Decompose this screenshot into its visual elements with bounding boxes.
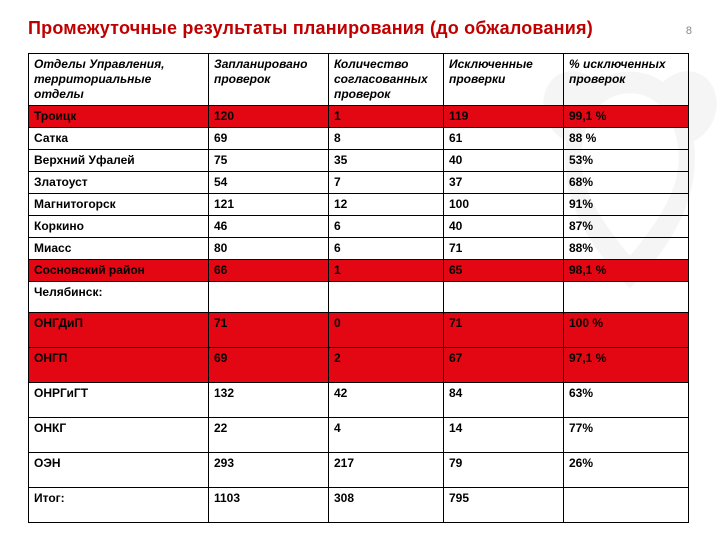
table-cell: Челябинск: bbox=[29, 282, 209, 313]
table-cell: 35 bbox=[329, 150, 444, 172]
table-cell: 119 bbox=[444, 106, 564, 128]
table-cell: 67 bbox=[444, 348, 564, 383]
table-cell: 71 bbox=[444, 313, 564, 348]
table-cell: 100 bbox=[444, 194, 564, 216]
table-cell: 217 bbox=[329, 453, 444, 488]
table-cell: 84 bbox=[444, 383, 564, 418]
table-cell: 99,1 % bbox=[564, 106, 689, 128]
table-header-row: Отделы Управления, территориальные отдел… bbox=[29, 54, 689, 106]
table-cell: ОНГП bbox=[29, 348, 209, 383]
table-cell: ОЭН bbox=[29, 453, 209, 488]
table-cell: 8 bbox=[329, 128, 444, 150]
table-cell: 6 bbox=[329, 238, 444, 260]
table-cell: 12 bbox=[329, 194, 444, 216]
table-cell: 69 bbox=[209, 348, 329, 383]
col-header: Количество согласованных проверок bbox=[329, 54, 444, 106]
table-cell: 80 bbox=[209, 238, 329, 260]
table-cell: 37 bbox=[444, 172, 564, 194]
table-cell: Магнитогорск bbox=[29, 194, 209, 216]
table-cell: 68% bbox=[564, 172, 689, 194]
table-cell: 97,1 % bbox=[564, 348, 689, 383]
table-row: ОЭН2932177926% bbox=[29, 453, 689, 488]
table-cell: Троицк bbox=[29, 106, 209, 128]
table-cell: 71 bbox=[209, 313, 329, 348]
table-cell: 63% bbox=[564, 383, 689, 418]
table-cell: ОНРГиГТ bbox=[29, 383, 209, 418]
col-header: Запланировано проверок bbox=[209, 54, 329, 106]
table-cell: 1 bbox=[329, 260, 444, 282]
table-cell: 65 bbox=[444, 260, 564, 282]
table-cell: Коркино bbox=[29, 216, 209, 238]
table-row: Коркино4664087% bbox=[29, 216, 689, 238]
table-row: ОНГДиП71071100 % bbox=[29, 313, 689, 348]
table-cell: 0 bbox=[329, 313, 444, 348]
results-table: Отделы Управления, территориальные отдел… bbox=[28, 53, 689, 523]
table-cell: Итог: bbox=[29, 488, 209, 523]
table-cell: 46 bbox=[209, 216, 329, 238]
table-cell: 26% bbox=[564, 453, 689, 488]
table-cell: 795 bbox=[444, 488, 564, 523]
table-cell: 308 bbox=[329, 488, 444, 523]
table-cell: 7 bbox=[329, 172, 444, 194]
col-header: % исключенных проверок bbox=[564, 54, 689, 106]
table-cell: 53% bbox=[564, 150, 689, 172]
table-cell bbox=[209, 282, 329, 313]
page-number: 8 bbox=[686, 25, 692, 37]
table-cell: Сатка bbox=[29, 128, 209, 150]
table-cell: Верхний Уфалей bbox=[29, 150, 209, 172]
table-cell: 75 bbox=[209, 150, 329, 172]
table-cell: 293 bbox=[209, 453, 329, 488]
table-row: ОНКГ2241477% bbox=[29, 418, 689, 453]
col-header: Исключенные проверки bbox=[444, 54, 564, 106]
table-cell: Сосновский район bbox=[29, 260, 209, 282]
table-cell: 1103 bbox=[209, 488, 329, 523]
table-row: Сатка6986188 % bbox=[29, 128, 689, 150]
table-cell bbox=[444, 282, 564, 313]
table-cell: 69 bbox=[209, 128, 329, 150]
table-row: Челябинск: bbox=[29, 282, 689, 313]
table-row: Итог:1103308795 bbox=[29, 488, 689, 523]
table-cell: 77% bbox=[564, 418, 689, 453]
table-cell: 79 bbox=[444, 453, 564, 488]
table-cell: 120 bbox=[209, 106, 329, 128]
table-cell: 88% bbox=[564, 238, 689, 260]
table-cell: 2 bbox=[329, 348, 444, 383]
table-cell: 42 bbox=[329, 383, 444, 418]
table-row: Троицк120111999,1 % bbox=[29, 106, 689, 128]
col-header: Отделы Управления, территориальные отдел… bbox=[29, 54, 209, 106]
table-cell: 54 bbox=[209, 172, 329, 194]
table-cell: 71 bbox=[444, 238, 564, 260]
table-cell: 88 % bbox=[564, 128, 689, 150]
table-cell: 6 bbox=[329, 216, 444, 238]
table-row: Магнитогорск1211210091% bbox=[29, 194, 689, 216]
table-cell bbox=[329, 282, 444, 313]
table-cell: 40 bbox=[444, 216, 564, 238]
table-cell: 40 bbox=[444, 150, 564, 172]
table-cell: Златоуст bbox=[29, 172, 209, 194]
table-cell: 91% bbox=[564, 194, 689, 216]
table-cell bbox=[564, 282, 689, 313]
page-title: Промежуточные результаты планирования (д… bbox=[28, 18, 593, 39]
table-row: Верхний Уфалей75354053% bbox=[29, 150, 689, 172]
table-row: ОНРГиГТ132428463% bbox=[29, 383, 689, 418]
table-cell: Миасс bbox=[29, 238, 209, 260]
table-cell: 61 bbox=[444, 128, 564, 150]
table-cell: 4 bbox=[329, 418, 444, 453]
table-row: Сосновский район6616598,1 % bbox=[29, 260, 689, 282]
table-cell: 22 bbox=[209, 418, 329, 453]
table-cell: 132 bbox=[209, 383, 329, 418]
table-row: Миасс8067188% bbox=[29, 238, 689, 260]
table-row: ОНГП6926797,1 % bbox=[29, 348, 689, 383]
table-cell: ОНКГ bbox=[29, 418, 209, 453]
table-cell: 87% bbox=[564, 216, 689, 238]
table-cell: 1 bbox=[329, 106, 444, 128]
table-cell: 121 bbox=[209, 194, 329, 216]
table-cell: 100 % bbox=[564, 313, 689, 348]
table-cell: 66 bbox=[209, 260, 329, 282]
table-cell: 14 bbox=[444, 418, 564, 453]
table-cell bbox=[564, 488, 689, 523]
table-row: Златоуст5473768% bbox=[29, 172, 689, 194]
table-cell: ОНГДиП bbox=[29, 313, 209, 348]
table-cell: 98,1 % bbox=[564, 260, 689, 282]
